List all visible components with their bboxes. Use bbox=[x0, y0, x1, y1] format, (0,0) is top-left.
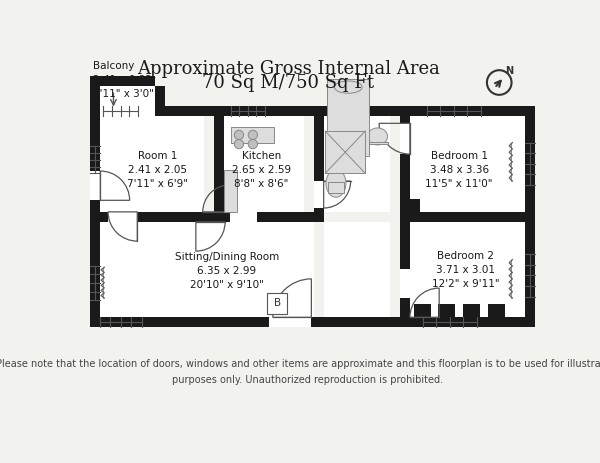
Bar bbox=[328, 182, 344, 194]
Ellipse shape bbox=[334, 81, 362, 93]
Bar bbox=[230, 212, 257, 222]
Bar bbox=[100, 222, 314, 317]
Bar bbox=[231, 127, 274, 143]
Bar bbox=[410, 199, 420, 222]
Bar bbox=[488, 304, 505, 317]
Bar bbox=[400, 212, 524, 222]
Text: B: B bbox=[274, 299, 281, 308]
Bar bbox=[314, 106, 323, 222]
Bar bbox=[368, 142, 388, 144]
Bar bbox=[325, 131, 365, 173]
Text: Please note that the location of doors, windows and other items are approximate : Please note that the location of doors, … bbox=[0, 359, 600, 385]
Bar bbox=[439, 304, 455, 317]
Bar bbox=[224, 169, 238, 212]
Bar bbox=[400, 123, 410, 154]
Bar bbox=[91, 76, 155, 87]
Text: 70 Sq M/750 Sq Ft: 70 Sq M/750 Sq Ft bbox=[202, 74, 374, 92]
Bar bbox=[91, 76, 100, 116]
Text: Kitchen
2.65 x 2.59
8'8" x 8'6": Kitchen 2.65 x 2.59 8'8" x 8'6" bbox=[232, 150, 291, 188]
Bar bbox=[108, 212, 137, 222]
Bar bbox=[410, 222, 524, 317]
Bar bbox=[91, 317, 535, 327]
Bar bbox=[91, 171, 100, 200]
Bar bbox=[268, 294, 287, 313]
Circle shape bbox=[235, 130, 244, 139]
Bar bbox=[410, 212, 452, 222]
Text: N: N bbox=[506, 66, 514, 76]
Text: Balcony
2.41 x 0.92
7'11" x 3'0": Balcony 2.41 x 0.92 7'11" x 3'0" bbox=[94, 62, 154, 100]
Text: Bedroom 1
3.48 x 3.36
11'5" x 11'0": Bedroom 1 3.48 x 3.36 11'5" x 11'0" bbox=[425, 150, 493, 188]
Bar bbox=[100, 106, 135, 116]
Ellipse shape bbox=[326, 169, 346, 197]
Bar bbox=[100, 87, 155, 116]
Bar bbox=[400, 269, 410, 298]
Circle shape bbox=[235, 139, 244, 149]
Ellipse shape bbox=[368, 128, 388, 145]
Bar bbox=[463, 304, 480, 317]
Bar bbox=[410, 116, 524, 212]
Circle shape bbox=[248, 139, 257, 149]
Bar bbox=[314, 181, 323, 208]
Text: Sitting/Dining Room
6.35 x 2.99
20'10" x 9'10": Sitting/Dining Room 6.35 x 2.99 20'10" x… bbox=[175, 252, 279, 290]
Bar bbox=[155, 87, 165, 116]
Bar bbox=[327, 80, 369, 156]
Bar bbox=[269, 317, 311, 327]
Bar bbox=[524, 106, 535, 327]
Bar bbox=[155, 106, 535, 116]
Text: Bedroom 2
3.71 x 3.01
12'2" x 9'11": Bedroom 2 3.71 x 3.01 12'2" x 9'11" bbox=[431, 250, 499, 288]
Bar bbox=[414, 304, 431, 317]
Bar bbox=[100, 116, 203, 212]
Text: Approximate Gross Internal Area: Approximate Gross Internal Area bbox=[137, 60, 440, 78]
Bar bbox=[400, 106, 410, 327]
Bar bbox=[323, 222, 390, 317]
Bar bbox=[214, 106, 224, 222]
Bar bbox=[323, 116, 390, 212]
Bar bbox=[224, 116, 304, 212]
Circle shape bbox=[248, 130, 257, 139]
Bar bbox=[100, 212, 314, 222]
Text: Room 1
2.41 x 2.05
7'11" x 6'9": Room 1 2.41 x 2.05 7'11" x 6'9" bbox=[127, 150, 188, 188]
Bar bbox=[91, 106, 100, 327]
